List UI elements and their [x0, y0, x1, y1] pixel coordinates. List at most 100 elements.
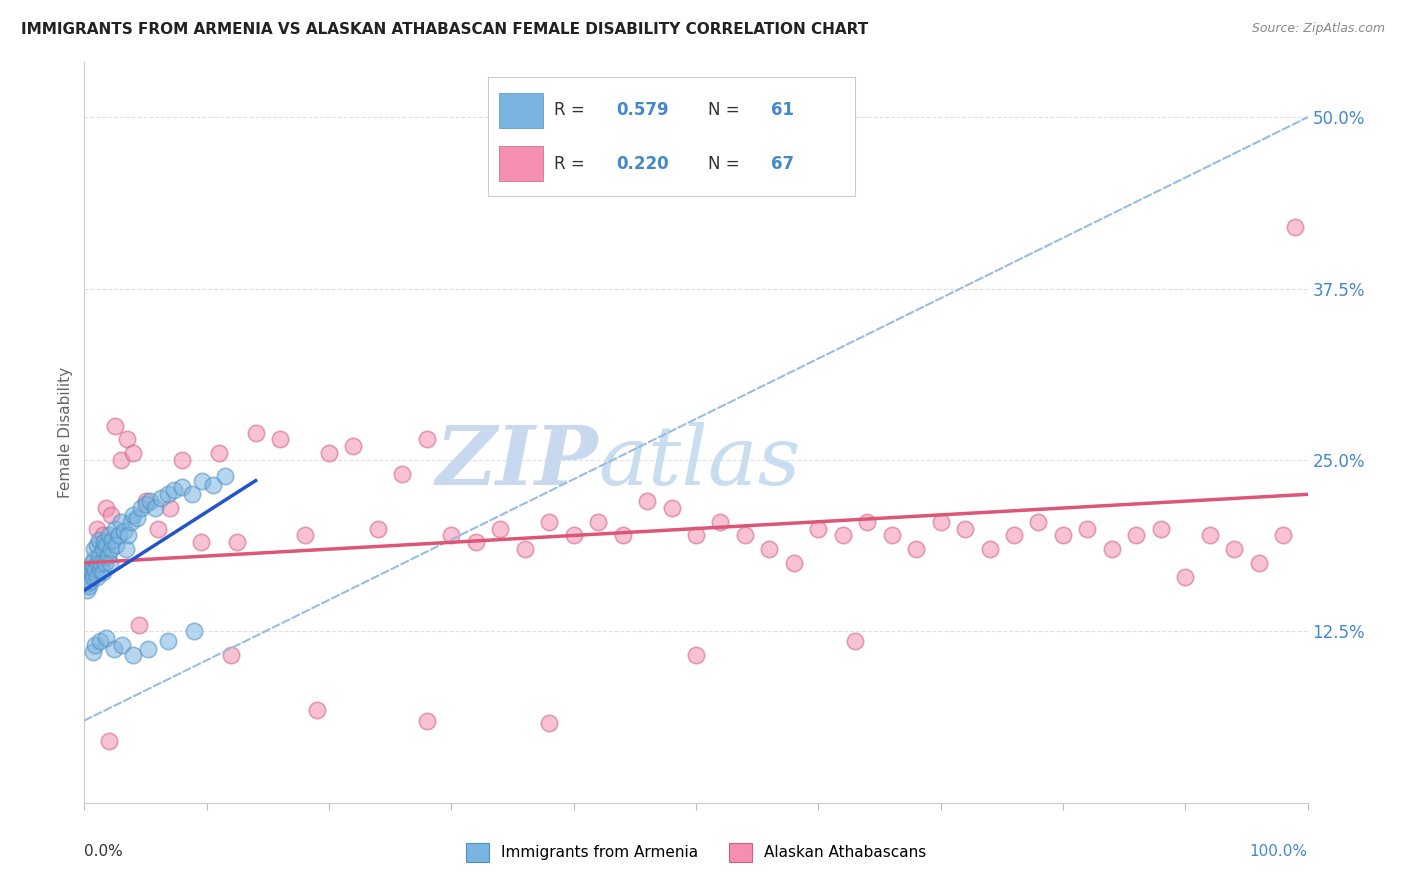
Point [979, 542, 1001, 557]
Point [110, 453, 132, 467]
Text: 0.0%: 0.0% [84, 844, 124, 858]
Text: 100.0%: 100.0% [1250, 844, 1308, 858]
Point [1125, 528, 1147, 542]
Point [1272, 528, 1295, 542]
Point [77, 576, 100, 591]
Y-axis label: Female Disability: Female Disability [58, 367, 73, 499]
Text: Source: ZipAtlas.com: Source: ZipAtlas.com [1251, 22, 1385, 36]
Point [89, 634, 111, 648]
Point [1284, 219, 1306, 234]
Point [1223, 542, 1246, 557]
Point [219, 648, 242, 662]
Point [636, 494, 658, 508]
Point [201, 477, 224, 491]
Point [143, 501, 166, 516]
Point [538, 716, 561, 731]
Point [844, 634, 866, 648]
Point [685, 648, 707, 662]
Point [367, 522, 389, 536]
Point [111, 638, 134, 652]
Point [83, 542, 105, 557]
Point [82, 645, 104, 659]
Point [80, 566, 103, 580]
Point [91, 528, 114, 542]
Point [612, 528, 634, 542]
Point [104, 418, 127, 433]
Point [89, 563, 111, 577]
Point [100, 508, 122, 522]
Text: IMMIGRANTS FROM ARMENIA VS ALASKAN ATHABASCAN FEMALE DISABILITY CORRELATION CHAR: IMMIGRANTS FROM ARMENIA VS ALASKAN ATHAB… [21, 22, 869, 37]
Point [416, 433, 439, 447]
Point [120, 515, 142, 529]
Point [80, 556, 103, 570]
Point [953, 522, 976, 536]
Point [183, 624, 205, 639]
Point [79, 574, 101, 588]
Point [86, 569, 108, 583]
Point [86, 522, 108, 536]
Point [1052, 528, 1074, 542]
Point [93, 535, 115, 549]
Point [1076, 522, 1098, 536]
Point [1198, 528, 1220, 542]
Point [831, 528, 853, 542]
Point [150, 491, 173, 506]
Point [391, 467, 413, 481]
Point [1150, 522, 1173, 536]
Text: ZIP: ZIP [436, 422, 598, 502]
Point [110, 515, 132, 529]
Point [82, 569, 104, 583]
Point [269, 433, 291, 447]
Point [104, 522, 127, 536]
Point [586, 515, 609, 529]
Point [758, 542, 780, 557]
Point [87, 533, 110, 547]
Point [84, 638, 107, 652]
Point [440, 528, 463, 542]
Point [87, 556, 110, 570]
Point [122, 508, 145, 522]
Point [76, 583, 98, 598]
Point [97, 528, 120, 542]
Point [122, 446, 145, 460]
Point [562, 528, 585, 542]
Point [245, 425, 267, 440]
Point [661, 501, 683, 516]
Point [129, 501, 152, 516]
Point [208, 446, 231, 460]
Text: atlas: atlas [598, 422, 800, 502]
Point [416, 714, 439, 728]
Point [294, 528, 316, 542]
Point [97, 549, 120, 563]
Point [929, 515, 952, 529]
Point [77, 579, 100, 593]
Point [318, 446, 340, 460]
Point [156, 487, 179, 501]
Point [191, 474, 214, 488]
Point [156, 634, 179, 648]
Point [214, 469, 236, 483]
Point [1101, 542, 1123, 557]
Point [97, 734, 120, 748]
Point [135, 494, 157, 508]
Point [125, 510, 148, 524]
Point [115, 542, 138, 557]
Point [103, 642, 125, 657]
Point [84, 563, 107, 577]
Point [91, 542, 114, 557]
Point [856, 515, 879, 529]
Point [136, 642, 159, 657]
Point [464, 535, 486, 549]
Point [181, 487, 204, 501]
Point [190, 535, 212, 549]
Point [100, 542, 122, 557]
Point [122, 648, 145, 662]
Point [87, 549, 110, 563]
Point [107, 528, 129, 542]
Point [513, 542, 536, 557]
Point [91, 566, 114, 580]
Point [146, 522, 169, 536]
Point [101, 533, 124, 547]
Point [112, 524, 135, 539]
Point [1002, 528, 1025, 542]
